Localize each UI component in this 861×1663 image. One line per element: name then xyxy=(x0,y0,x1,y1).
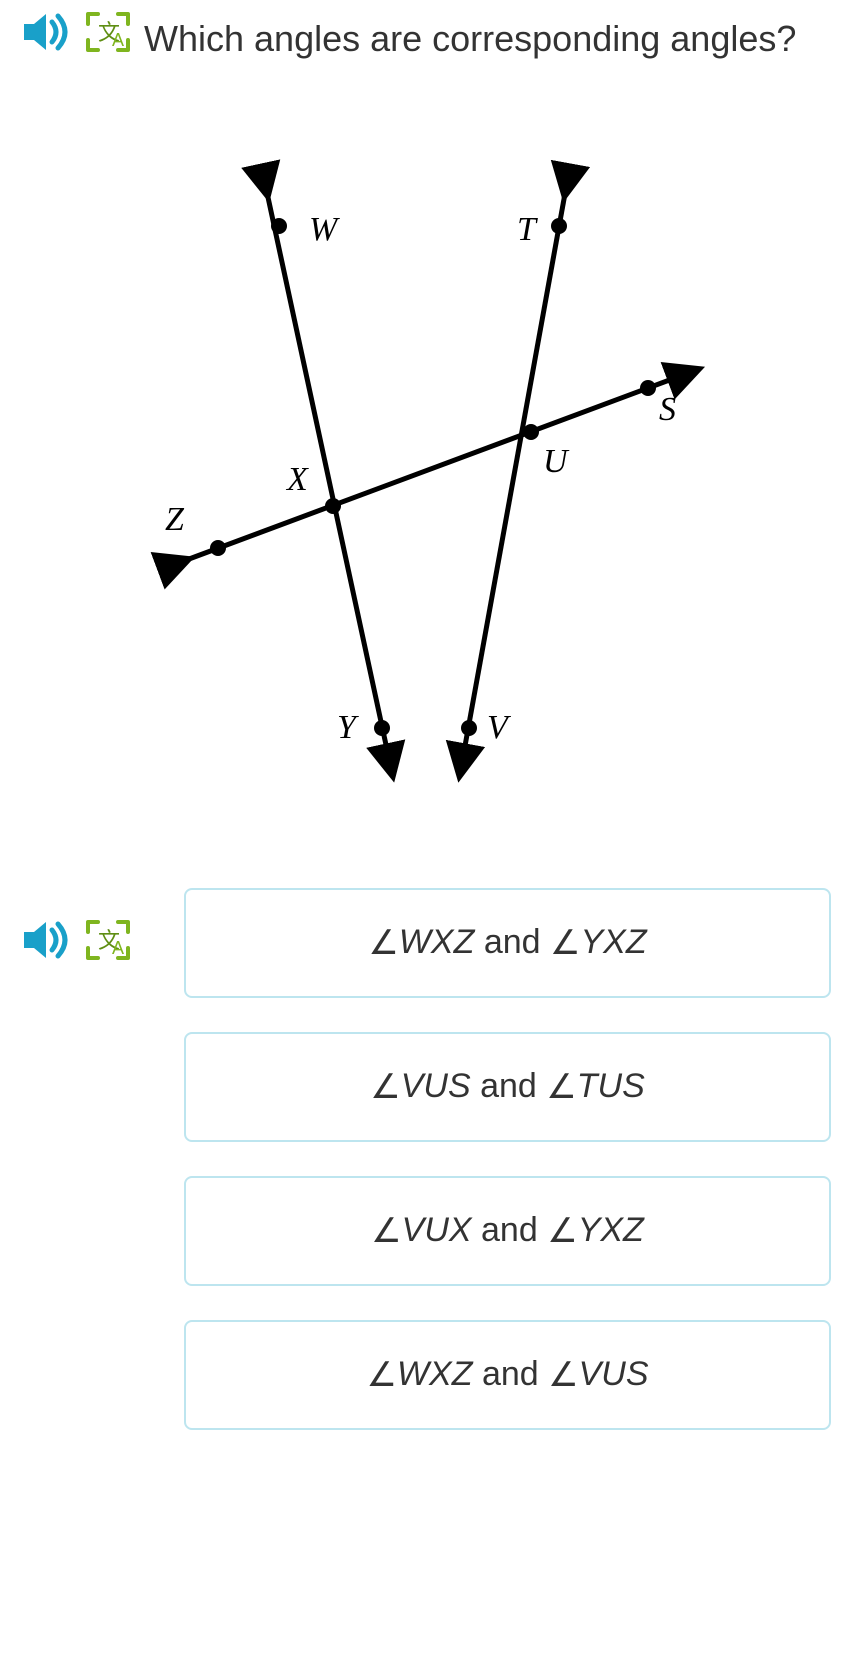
label-y: Y xyxy=(337,709,359,746)
speaker-icon[interactable] xyxy=(20,10,72,54)
label-t: T xyxy=(517,211,538,248)
angle-diagram: W T S U X Z Y V xyxy=(111,158,751,798)
choice-button-3[interactable]: ∠WXZ and ∠VUS xyxy=(184,1320,831,1430)
label-z: Z xyxy=(165,501,185,538)
speaker-icon[interactable] xyxy=(20,918,72,962)
choice-button-1[interactable]: ∠VUS and ∠TUS xyxy=(184,1032,831,1142)
label-s: S xyxy=(659,391,676,428)
label-v: V xyxy=(487,709,512,746)
question-text: Which angles are corresponding angles? xyxy=(144,10,841,68)
label-w: W xyxy=(309,211,340,248)
diagram-container: W T S U X Z Y V xyxy=(0,158,861,798)
question-row: 文 A Which angles are corresponding angle… xyxy=(0,0,861,68)
choice-button-0[interactable]: ∠WXZ and ∠YXZ xyxy=(184,888,831,998)
svg-text:A: A xyxy=(112,30,124,50)
answers-block: 文 A ∠WXZ and ∠YXZ ∠VUS and ∠TUS ∠VUX and… xyxy=(0,888,861,1430)
translate-icon[interactable]: 文 A xyxy=(84,10,132,54)
answer-icons: 文 A xyxy=(20,888,132,962)
label-x: X xyxy=(285,461,309,498)
label-u: U xyxy=(543,443,570,480)
svg-text:A: A xyxy=(112,938,124,958)
translate-icon[interactable]: 文 A xyxy=(84,918,132,962)
answers-column: ∠WXZ and ∠YXZ ∠VUS and ∠TUS ∠VUX and ∠YX… xyxy=(144,888,841,1430)
choice-button-2[interactable]: ∠VUX and ∠YXZ xyxy=(184,1176,831,1286)
